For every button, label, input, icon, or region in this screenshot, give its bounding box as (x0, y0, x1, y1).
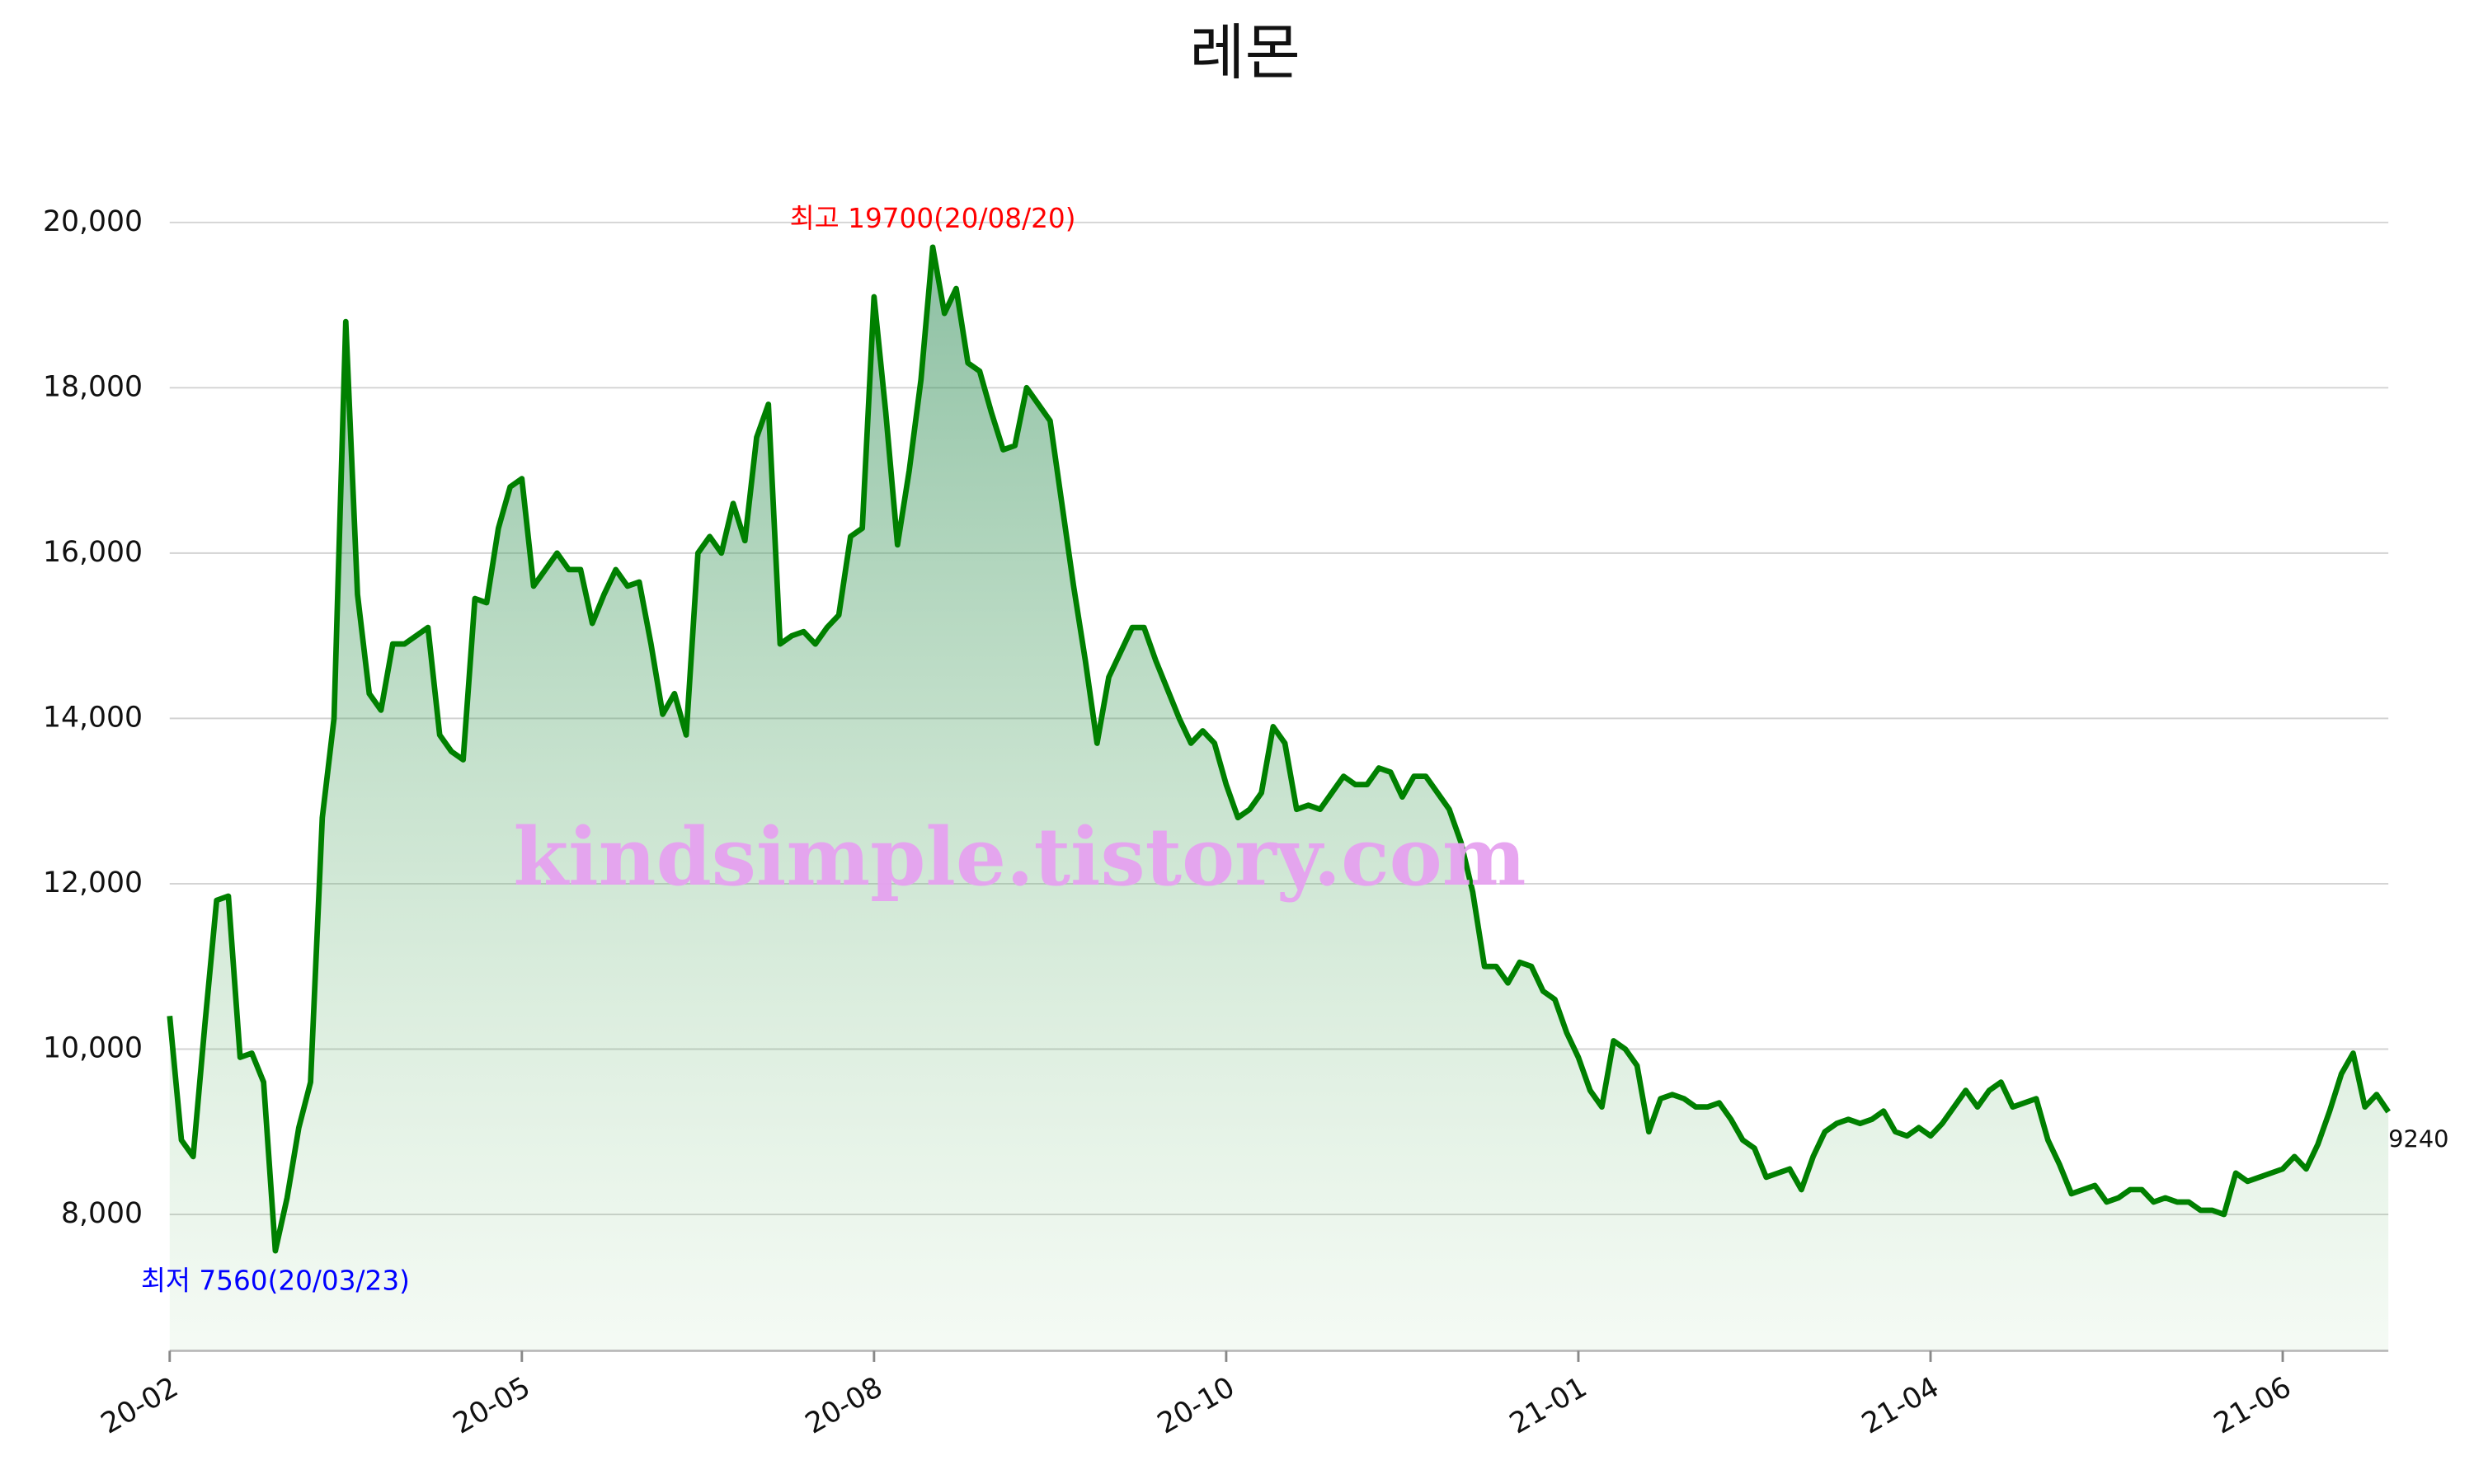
x-tick-label: 21-06 (2208, 1371, 2297, 1441)
x-tick-label: 20-02 (96, 1371, 184, 1441)
y-tick-label: 12,000 (43, 866, 143, 899)
y-tick-label: 14,000 (43, 701, 143, 734)
x-tick-label: 21-01 (1504, 1371, 1592, 1441)
y-tick-label: 16,000 (43, 536, 143, 569)
x-tick-label: 20-05 (448, 1371, 536, 1441)
y-tick-label: 20,000 (43, 205, 143, 238)
chart-title: 레몬 (1189, 18, 1300, 88)
x-tick-label: 20-08 (800, 1371, 888, 1441)
watermark: kindsimple.tistory.com (514, 810, 1526, 904)
last-value-label: 9240 (2388, 1125, 2448, 1153)
x-tick-label: 20-10 (1152, 1371, 1240, 1441)
y-tick-label: 18,000 (43, 370, 143, 403)
annotation: 최고 19700(20/08/20) (790, 203, 1076, 234)
x-tick-label: 21-04 (1856, 1371, 1945, 1441)
line (167, 244, 2391, 1254)
annotation: 최저 7560(20/03/23) (141, 1266, 410, 1297)
y-tick-label: 10,000 (43, 1031, 143, 1064)
y-tick-label: 8,000 (61, 1197, 143, 1230)
area (169, 247, 2389, 1351)
